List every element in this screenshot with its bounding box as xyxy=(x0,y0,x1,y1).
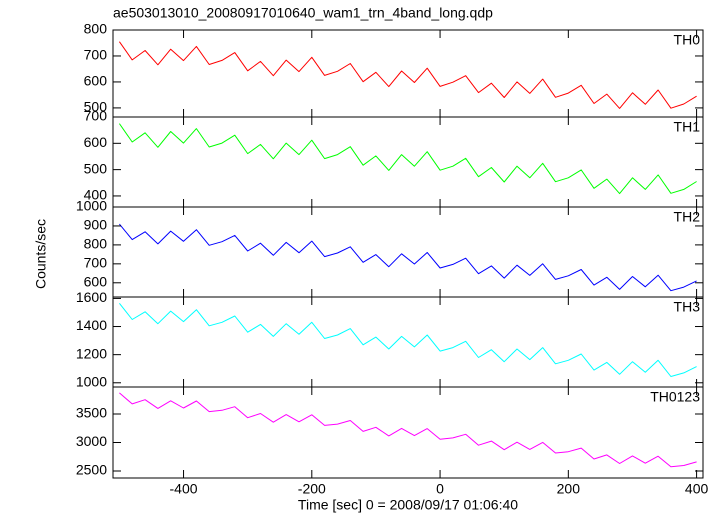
panel-frame xyxy=(112,386,704,479)
data-line xyxy=(119,392,697,468)
y-tick-label: 2500 xyxy=(76,462,107,478)
y-tick-label: 700 xyxy=(84,47,108,63)
panel-label: TH0 xyxy=(674,32,701,48)
panel-label: TH1 xyxy=(674,119,701,135)
y-tick-label: 500 xyxy=(84,160,108,176)
y-tick-label: 1600 xyxy=(76,289,107,305)
y-tick-label: 1000 xyxy=(76,373,107,389)
y-tick-label: 1200 xyxy=(76,345,107,361)
panel-label: TH0123 xyxy=(650,389,700,405)
y-tick-label: 800 xyxy=(84,236,108,252)
y-tick-label: 500 xyxy=(84,99,108,115)
y-tick-label: 1400 xyxy=(76,317,107,333)
y-axis-label: Counts/sec xyxy=(33,219,49,289)
y-tick-label: 600 xyxy=(84,134,108,150)
y-tick-label: 800 xyxy=(84,21,108,37)
x-tick-label: -200 xyxy=(298,481,326,497)
y-tick-label: 700 xyxy=(84,255,108,271)
data-line xyxy=(119,223,697,292)
x-tick-label: 400 xyxy=(685,481,709,497)
y-tick-label: 700 xyxy=(84,108,108,124)
data-line xyxy=(119,302,697,377)
panel-label: TH3 xyxy=(674,299,701,315)
panel-frame xyxy=(112,29,704,118)
panel-frame xyxy=(112,206,704,298)
x-tick-label: -400 xyxy=(170,481,198,497)
y-tick-label: 900 xyxy=(84,217,108,233)
data-line xyxy=(118,123,697,195)
y-tick-label: 600 xyxy=(84,273,108,289)
x-axis-label: Time [sec] 0 = 2008/09/17 01:06:40 xyxy=(298,497,518,513)
data-line xyxy=(118,41,697,109)
chart-title: ae503013010_20080917010640_wam1_trn_4ban… xyxy=(113,5,493,21)
y-tick-label: 1000 xyxy=(76,198,107,214)
y-tick-label: 3500 xyxy=(76,405,107,421)
y-tick-label: 600 xyxy=(84,73,108,89)
x-tick-label: 0 xyxy=(436,481,444,497)
y-tick-label: 400 xyxy=(84,187,108,203)
panel-label: TH2 xyxy=(674,209,701,225)
y-tick-label: 3000 xyxy=(76,433,107,449)
panel-frame xyxy=(112,116,704,208)
x-tick-label: 200 xyxy=(557,481,581,497)
